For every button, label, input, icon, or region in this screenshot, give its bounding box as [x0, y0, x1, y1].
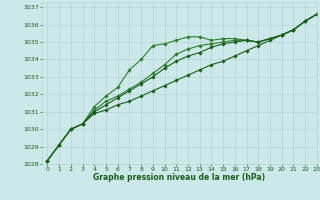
X-axis label: Graphe pression niveau de la mer (hPa): Graphe pression niveau de la mer (hPa): [93, 173, 265, 182]
